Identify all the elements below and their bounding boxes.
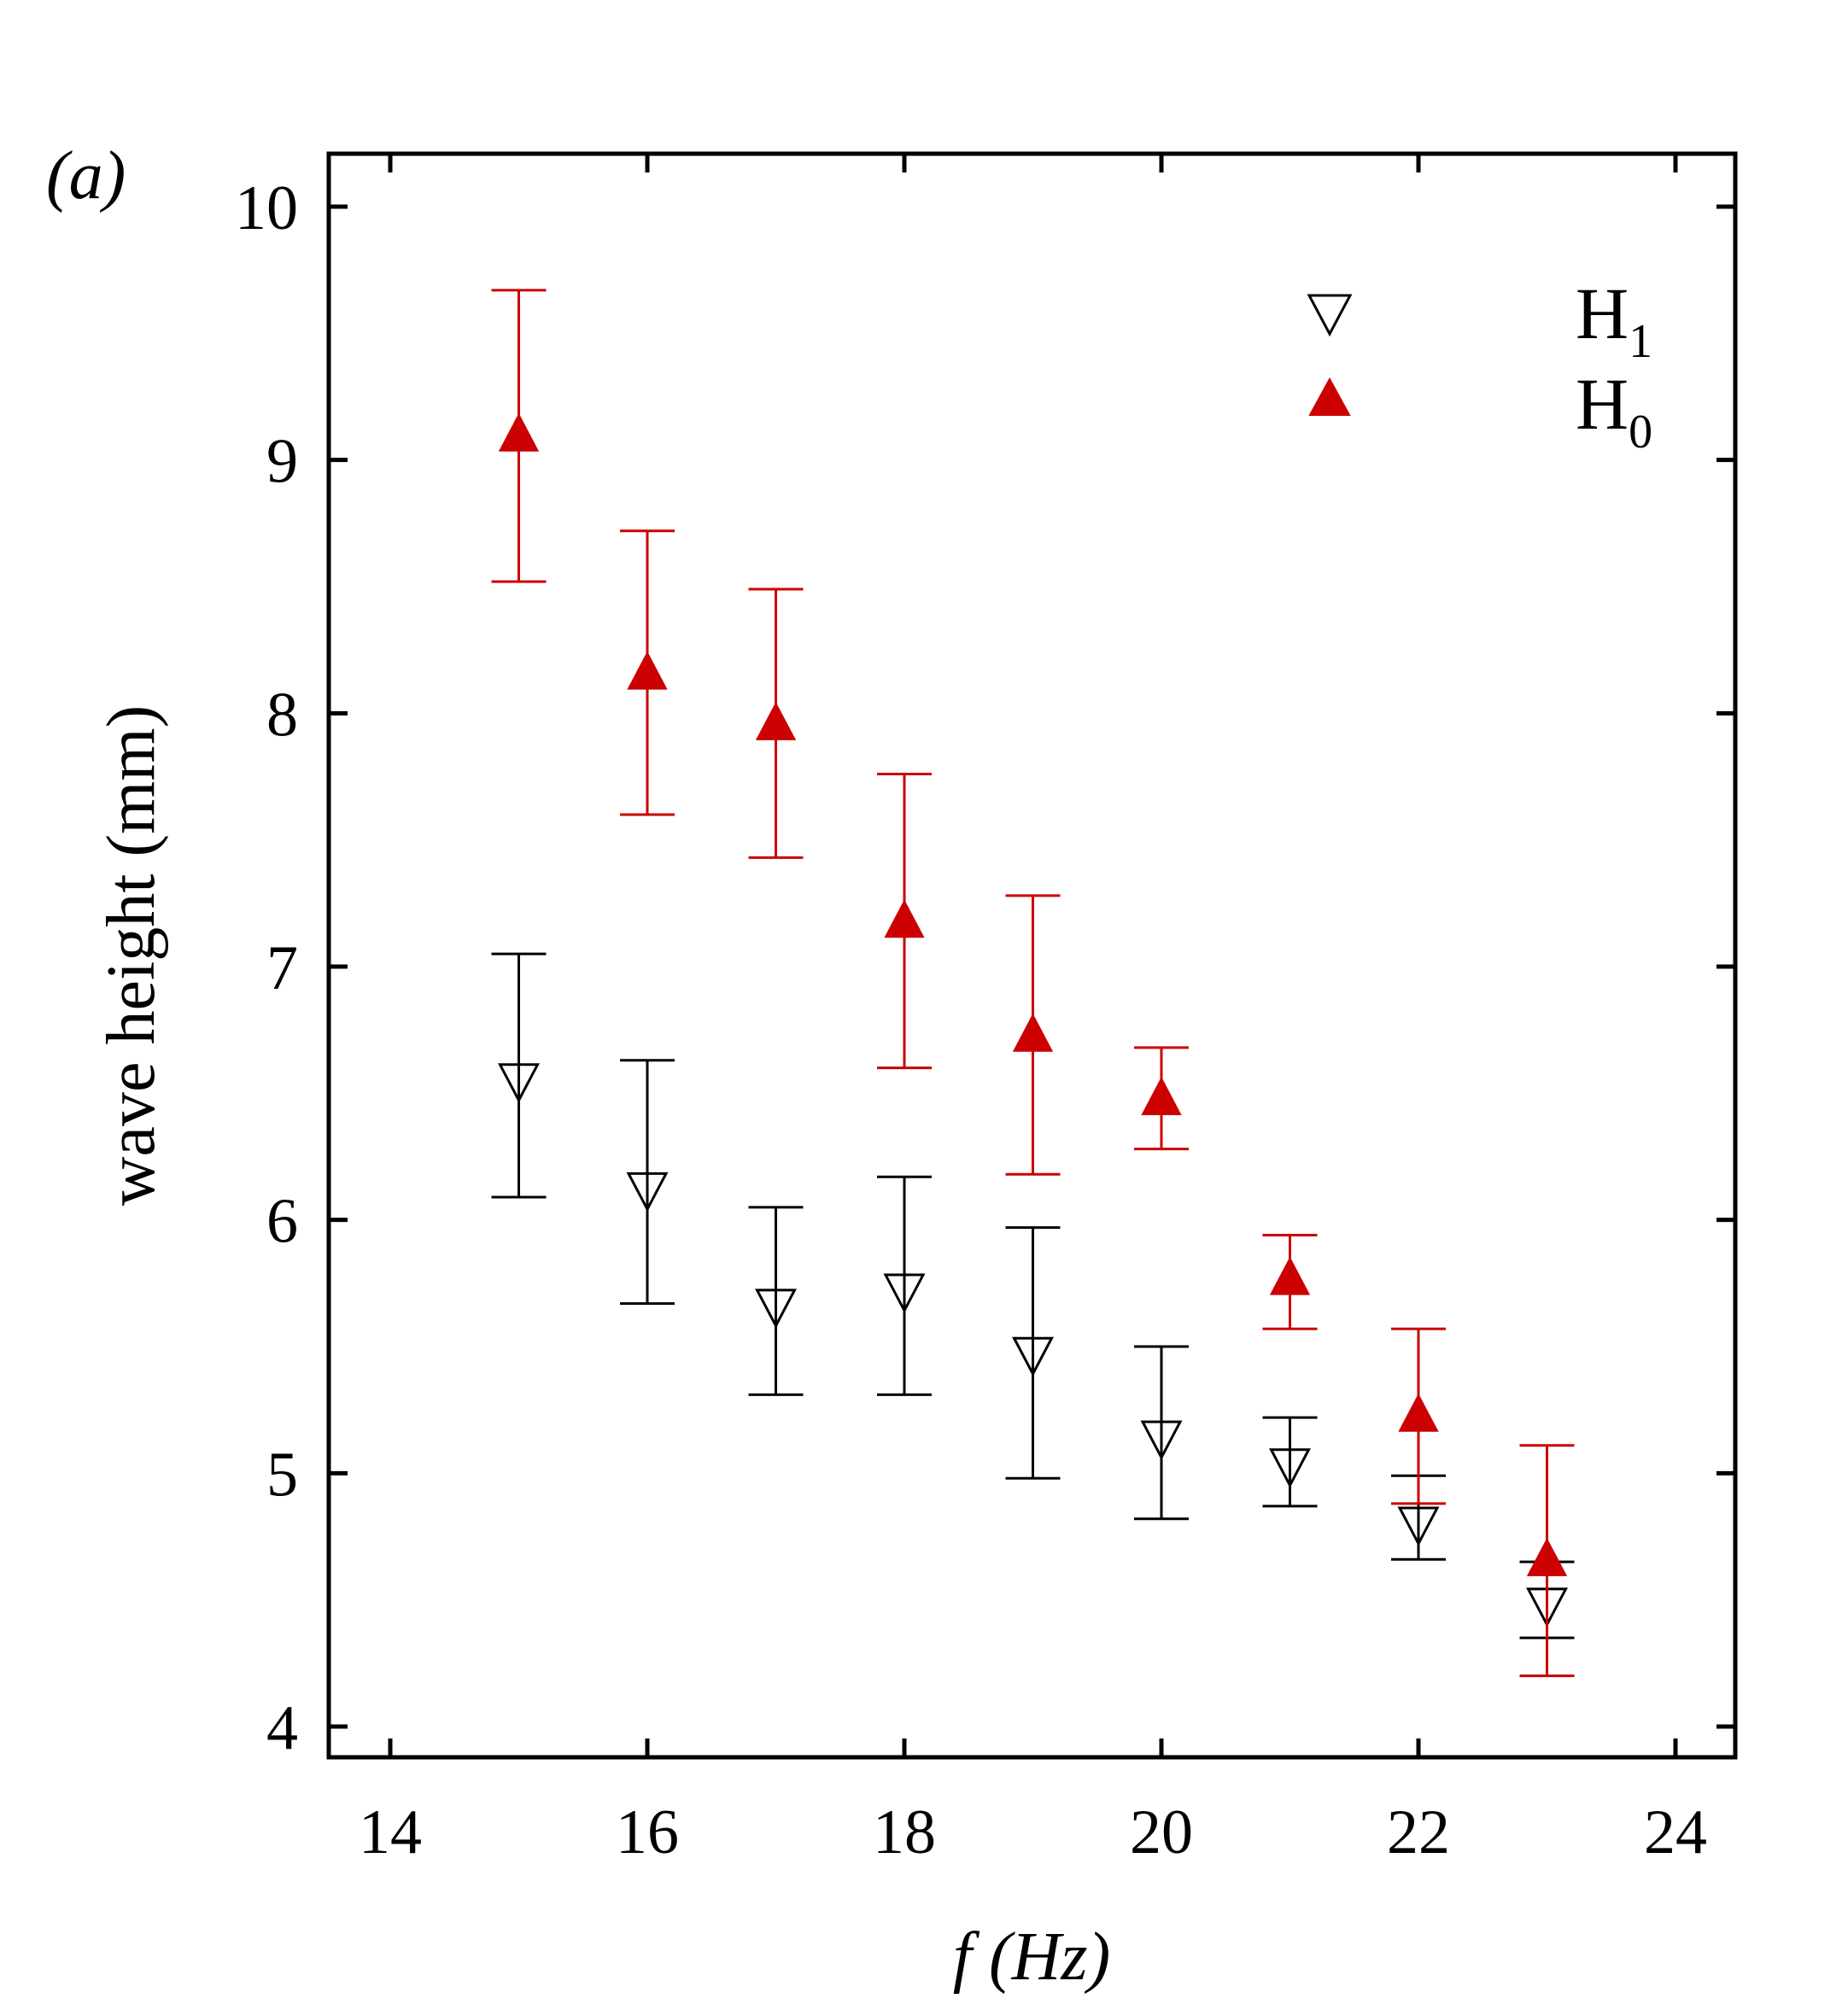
y-tick-label: 6	[266, 1187, 298, 1257]
legend-label-h1-sub: 1	[1629, 315, 1652, 368]
x-tick-label: 16	[616, 1797, 679, 1867]
x-tick-label: 20	[1130, 1797, 1193, 1867]
data-point	[1397, 1506, 1440, 1546]
legend-item-h1: H1	[1307, 272, 1652, 368]
data-point	[755, 1288, 797, 1329]
data-point	[1526, 1537, 1568, 1576]
x-axis-label: f (Hz)	[953, 1920, 1110, 1995]
data-point	[1398, 1393, 1439, 1432]
y-tick-label: 10	[235, 173, 298, 243]
data-point	[1269, 1256, 1311, 1295]
data-point	[884, 899, 925, 938]
x-axis-label-rest: (Hz)	[972, 1920, 1110, 1995]
x-axis: 14 16 18 20 22 24	[359, 154, 1707, 1867]
x-tick-label: 18	[873, 1797, 936, 1867]
panel-label: (a)	[46, 138, 126, 213]
y-tick-label: 7	[266, 933, 298, 1003]
x-tick-label: 14	[359, 1797, 422, 1867]
series-layer	[491, 289, 1575, 1678]
y-axis-label: wave height (mm)	[94, 705, 169, 1206]
legend: H1 H0	[1307, 272, 1652, 459]
data-point	[1269, 1448, 1311, 1488]
legend-marker-h1	[1307, 294, 1353, 337]
data-point	[883, 1273, 926, 1314]
y-tick-label: 4	[266, 1693, 298, 1763]
y-tick-label: 5	[266, 1440, 298, 1510]
data-point	[626, 1172, 669, 1213]
plot-frame	[326, 151, 1738, 1760]
legend-label-h1-main: H	[1576, 272, 1629, 354]
legend-item-h0: H0	[1308, 363, 1652, 459]
data-point	[1012, 1336, 1054, 1377]
legend-marker-h0	[1308, 377, 1351, 416]
legend-label-h0-sub: 0	[1629, 406, 1652, 459]
legend-label-h1: H1	[1576, 272, 1652, 368]
data-point	[1140, 1420, 1183, 1461]
data-point	[755, 701, 797, 740]
data-point	[498, 412, 540, 452]
legend-label-h0: H0	[1576, 363, 1652, 459]
data-point	[1012, 1013, 1054, 1052]
data-point	[1141, 1077, 1182, 1115]
x-tick-label: 24	[1644, 1797, 1707, 1867]
legend-label-h0-main: H	[1576, 363, 1629, 445]
series-h0	[491, 289, 1575, 1678]
y-tick-label: 8	[266, 680, 298, 750]
data-point	[627, 651, 668, 690]
x-tick-label: 22	[1387, 1797, 1450, 1867]
data-point	[498, 1063, 540, 1103]
y-tick-label: 9	[266, 427, 298, 497]
